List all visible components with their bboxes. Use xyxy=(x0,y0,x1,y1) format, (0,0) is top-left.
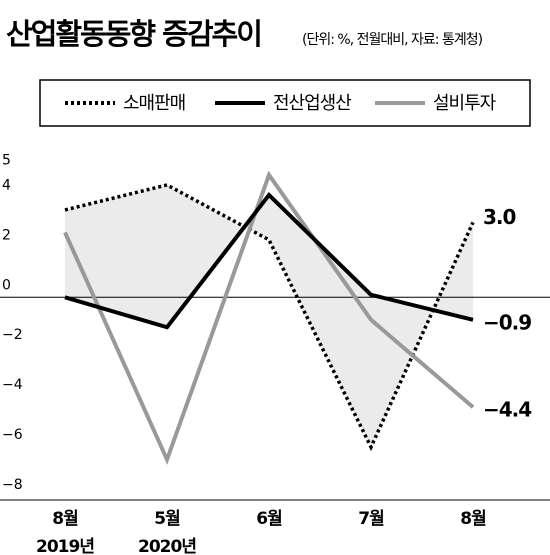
y-tick-label: −2 xyxy=(2,327,23,343)
x-tick-label: 6월 xyxy=(256,509,282,529)
y-tick-label: −8 xyxy=(2,477,23,493)
y-tick-label: 5 xyxy=(2,152,11,168)
x-tick-label: 7월 xyxy=(358,509,384,529)
value-label: −0.9 xyxy=(483,310,531,334)
y-tick-label: 0 xyxy=(2,277,11,293)
chart-subtitle: (단위: %, 전월대비, 자료: 통계청) xyxy=(302,32,483,48)
y-tick-label: −6 xyxy=(2,427,23,443)
legend-label: 소매판매 xyxy=(123,93,185,114)
series-line xyxy=(64,183,475,452)
series-line xyxy=(63,170,475,465)
y-tick-label: 4 xyxy=(2,177,11,193)
legend-box xyxy=(39,79,531,127)
series-line xyxy=(64,191,474,330)
x-tick-label: 5월 2020년 xyxy=(138,509,197,555)
legend-label: 전산업생산 xyxy=(273,93,351,114)
y-tick-label: −4 xyxy=(2,377,23,393)
x-tick-label: 8월 2019년 xyxy=(36,509,95,555)
chart-title: 산업활동동향 증감추이 xyxy=(6,17,261,51)
shade-area xyxy=(65,184,473,448)
value-label: 3.0 xyxy=(483,205,516,229)
value-label: −4.4 xyxy=(483,398,531,422)
legend-label: 설비투자 xyxy=(433,93,497,114)
x-tick-label: 8월 xyxy=(460,509,486,529)
y-tick-label: 2 xyxy=(2,227,11,243)
